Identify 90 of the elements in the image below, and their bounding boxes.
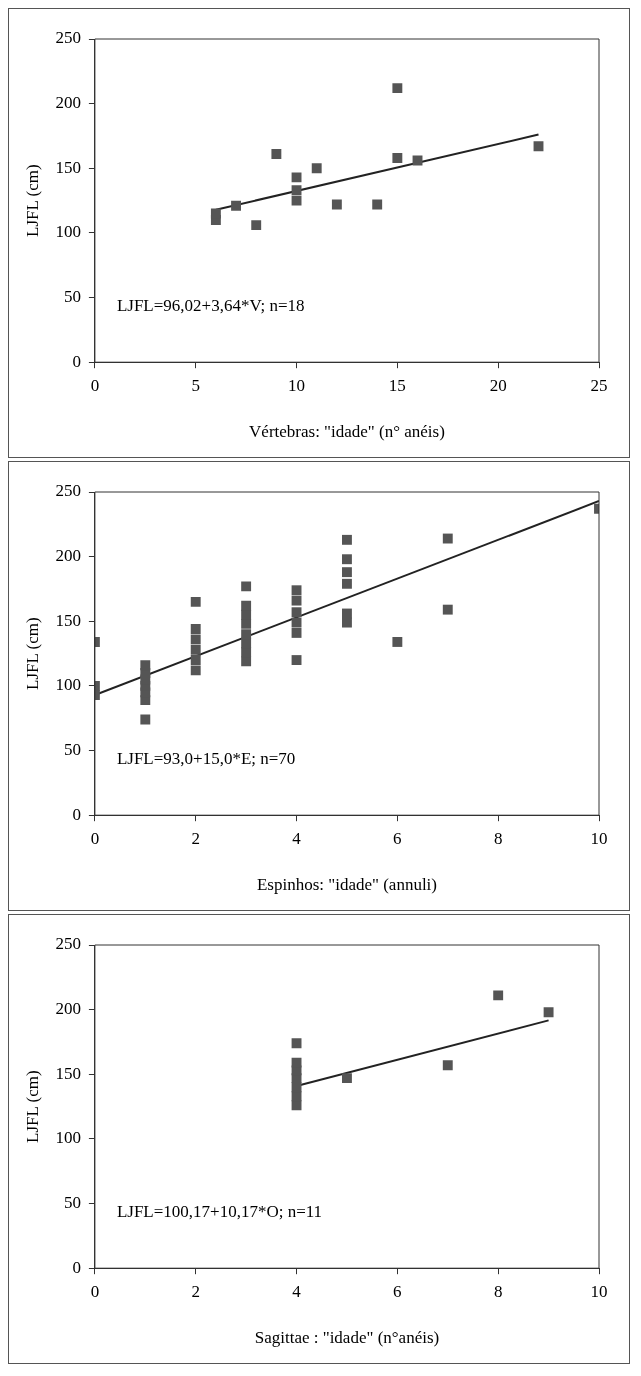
x-tick-label: 5 xyxy=(191,375,200,395)
y-tick-label: 50 xyxy=(63,287,81,307)
y-tick-label: 200 xyxy=(55,999,81,1019)
point xyxy=(190,634,201,645)
y-tick-label: 150 xyxy=(55,610,81,630)
x-tick-label: 25 xyxy=(590,375,608,395)
x-tick-label: 10 xyxy=(288,375,306,395)
point xyxy=(291,655,302,666)
point xyxy=(392,637,403,647)
point xyxy=(311,163,322,174)
y-tick-label: 50 xyxy=(63,1193,81,1213)
point xyxy=(291,185,302,196)
point xyxy=(291,1057,302,1068)
x-tick-label: 8 xyxy=(493,1281,503,1301)
point xyxy=(190,596,201,607)
x-tick-label: 2 xyxy=(191,1281,200,1301)
point xyxy=(190,624,201,634)
point xyxy=(210,208,221,219)
y-tick-label: 100 xyxy=(55,222,81,242)
point xyxy=(271,149,282,160)
point xyxy=(493,990,504,1001)
point xyxy=(251,220,262,231)
point xyxy=(190,644,201,655)
y-axis-title: LJFL (cm) xyxy=(22,1070,42,1143)
x-tick-label: 10 xyxy=(590,828,608,848)
y-tick-label: 250 xyxy=(55,934,81,954)
point xyxy=(241,629,252,640)
x-tick-label: 8 xyxy=(493,828,503,848)
point xyxy=(543,1007,554,1018)
y-tick-label: 100 xyxy=(55,675,81,695)
y-tick-label: 0 xyxy=(72,804,81,824)
point xyxy=(372,199,383,210)
point xyxy=(342,534,352,545)
x-tick-label: 6 xyxy=(393,1281,402,1301)
point xyxy=(140,714,151,725)
point xyxy=(291,607,302,618)
x-axis-title: Espinhos: "idade" (annuli) xyxy=(256,875,437,895)
point xyxy=(442,604,453,615)
point xyxy=(392,83,403,94)
y-tick-label: 50 xyxy=(63,740,81,760)
point xyxy=(291,585,302,596)
x-tick-label: 20 xyxy=(489,375,507,395)
y-axis-title: LJFL (cm) xyxy=(22,617,42,690)
point xyxy=(291,195,302,206)
point xyxy=(291,627,302,638)
point xyxy=(392,152,403,163)
point xyxy=(442,533,453,544)
y-tick-label: 150 xyxy=(55,157,81,177)
y-tick-label: 250 xyxy=(55,28,81,48)
point xyxy=(291,1038,302,1049)
x-axis-title: Vértebras: "idade" (n° anéis) xyxy=(249,422,445,442)
point xyxy=(442,1060,453,1071)
y-tick-label: 150 xyxy=(55,1063,81,1083)
annotation: LJFL=93,0+15,0*E; n=70 xyxy=(116,748,296,768)
point xyxy=(231,200,241,211)
point xyxy=(342,567,352,578)
x-tick-label: 0 xyxy=(90,828,100,848)
point xyxy=(342,578,352,589)
y-tick-label: 100 xyxy=(55,1128,81,1148)
point xyxy=(291,595,302,606)
point xyxy=(533,141,544,152)
point xyxy=(140,660,151,671)
point xyxy=(342,608,352,619)
annotation: LJFL=96,02+3,64*V; n=18 xyxy=(116,295,305,315)
y-axis-title: LJFL (cm) xyxy=(22,164,42,237)
x-tick-label: 6 xyxy=(393,828,402,848)
point xyxy=(331,199,342,210)
x-axis-title: Sagittae : "idade" (n°anéis) xyxy=(254,1328,440,1348)
x-tick-label: 2 xyxy=(191,828,200,848)
point xyxy=(241,600,252,611)
y-tick-label: 200 xyxy=(55,93,81,113)
x-tick-label: 4 xyxy=(292,828,302,848)
annotation: LJFL=100,17+10,17*O; n=11 xyxy=(116,1201,323,1221)
point xyxy=(291,172,302,183)
x-tick-label: 0 xyxy=(90,375,100,395)
y-tick-label: 0 xyxy=(72,1257,81,1277)
point xyxy=(342,554,352,565)
y-tick-label: 200 xyxy=(55,546,81,566)
x-tick-label: 10 xyxy=(590,1281,608,1301)
x-tick-label: 4 xyxy=(292,1281,302,1301)
point xyxy=(291,617,302,628)
y-tick-label: 250 xyxy=(55,481,81,501)
point xyxy=(342,617,352,628)
point xyxy=(241,581,252,592)
point xyxy=(190,655,201,666)
x-tick-label: 0 xyxy=(90,1281,100,1301)
point xyxy=(342,1073,352,1084)
y-tick-label: 0 xyxy=(72,351,81,371)
x-tick-label: 15 xyxy=(388,375,406,395)
point xyxy=(190,665,201,676)
